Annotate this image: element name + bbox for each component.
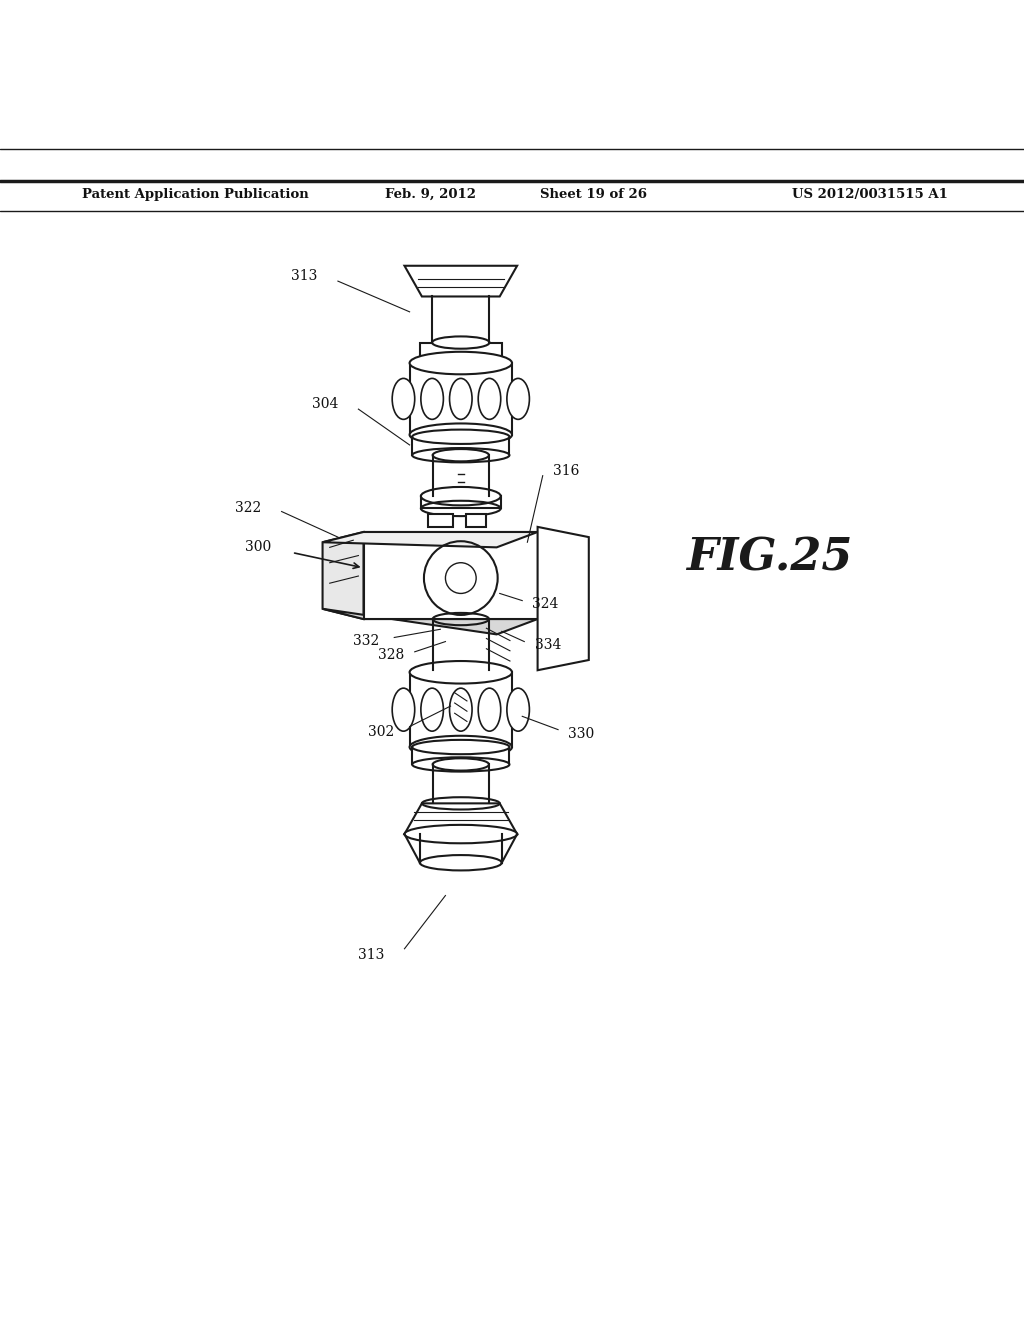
- Ellipse shape: [410, 424, 512, 446]
- Polygon shape: [412, 437, 510, 455]
- Text: Patent Application Publication: Patent Application Publication: [82, 187, 308, 201]
- Text: US 2012/0031515 A1: US 2012/0031515 A1: [793, 187, 948, 201]
- Ellipse shape: [432, 337, 489, 348]
- Ellipse shape: [421, 688, 443, 731]
- Text: 313: 313: [291, 269, 317, 282]
- Text: 330: 330: [568, 727, 595, 741]
- Text: Sheet 19 of 26: Sheet 19 of 26: [541, 187, 647, 201]
- Polygon shape: [420, 343, 502, 360]
- Text: 313: 313: [357, 948, 384, 962]
- Ellipse shape: [450, 379, 472, 420]
- Text: 302: 302: [368, 725, 394, 739]
- Ellipse shape: [478, 688, 501, 731]
- Ellipse shape: [410, 661, 512, 684]
- Ellipse shape: [404, 825, 517, 843]
- Ellipse shape: [412, 758, 510, 772]
- Text: 328: 328: [378, 648, 404, 661]
- Text: 334: 334: [535, 638, 561, 652]
- Ellipse shape: [410, 735, 512, 758]
- Polygon shape: [323, 609, 538, 635]
- Polygon shape: [404, 804, 517, 834]
- Ellipse shape: [421, 487, 501, 506]
- Ellipse shape: [392, 379, 415, 420]
- Ellipse shape: [421, 379, 443, 420]
- Text: 304: 304: [311, 397, 338, 411]
- Text: Feb. 9, 2012: Feb. 9, 2012: [385, 187, 475, 201]
- Ellipse shape: [507, 688, 529, 731]
- Polygon shape: [412, 747, 510, 764]
- Polygon shape: [428, 513, 453, 527]
- Text: 300: 300: [245, 540, 271, 554]
- Polygon shape: [410, 363, 512, 434]
- Polygon shape: [410, 672, 512, 747]
- Ellipse shape: [392, 688, 415, 731]
- Polygon shape: [323, 532, 538, 548]
- Polygon shape: [538, 527, 589, 671]
- Ellipse shape: [507, 379, 529, 420]
- Polygon shape: [323, 532, 364, 619]
- Polygon shape: [364, 532, 538, 619]
- Ellipse shape: [420, 855, 502, 870]
- Text: 332: 332: [352, 634, 379, 648]
- Polygon shape: [466, 513, 486, 527]
- Ellipse shape: [412, 741, 510, 754]
- Ellipse shape: [412, 429, 510, 444]
- Ellipse shape: [450, 688, 472, 731]
- Ellipse shape: [412, 447, 510, 462]
- Ellipse shape: [410, 351, 512, 375]
- Text: 324: 324: [532, 597, 559, 611]
- Text: 316: 316: [553, 463, 580, 478]
- Text: 322: 322: [234, 502, 261, 515]
- Polygon shape: [404, 265, 517, 297]
- Ellipse shape: [478, 379, 501, 420]
- Ellipse shape: [432, 356, 489, 366]
- Polygon shape: [421, 496, 501, 508]
- Text: FIG.25: FIG.25: [686, 536, 852, 579]
